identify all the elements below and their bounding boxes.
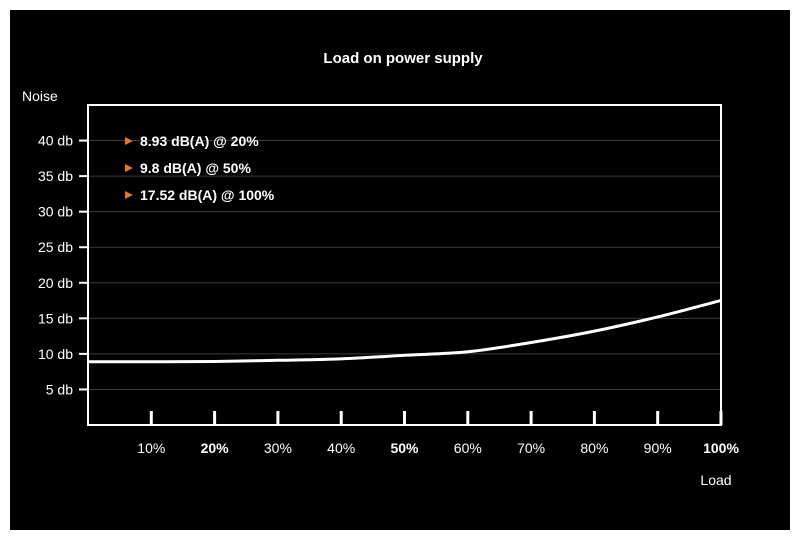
x-tick-label: 100% xyxy=(703,440,739,456)
x-tick-layer: 10% 20% 30% 40% 50% 60% 70% 80% 90% 100% xyxy=(137,411,739,456)
annotation-label: 9.8 dB(A) @ 50% xyxy=(140,160,251,176)
annotation-marker xyxy=(125,137,133,145)
y-tick-label: 40 db xyxy=(38,133,73,149)
y-tick-label: 20 db xyxy=(38,275,73,291)
grid-layer xyxy=(88,140,721,390)
chart-title: Load on power supply xyxy=(323,50,483,67)
y-tick-label: 15 db xyxy=(38,310,73,326)
annotation-marker xyxy=(125,191,133,199)
x-tick-label: 20% xyxy=(201,440,230,456)
annotation-layer: 8.93 dB(A) @ 20% 9.8 dB(A) @ 50% 17.52 dB(… xyxy=(125,133,275,203)
x-tick-label: 10% xyxy=(137,440,165,456)
y-tick-label: 10 db xyxy=(38,346,73,362)
noise-line xyxy=(87,298,722,364)
y-tick-label: 5 db xyxy=(46,381,73,397)
annotation-label: 8.93 dB(A) @ 20% xyxy=(140,133,259,149)
annotation-marker xyxy=(125,164,133,172)
chart-svg: Load on power supply Noise Load 5 db 10 d… xyxy=(22,50,739,488)
y-tick-layer: 5 db 10 db 15 db 20 db 25 db 30 db 35 db 40 db xyxy=(38,133,88,397)
y-tick-label: 30 db xyxy=(38,204,73,220)
chart-panel: Load on power supply Noise Load 5 db 10 d… xyxy=(10,10,790,530)
x-tick-label: 30% xyxy=(264,440,292,456)
plot-frame xyxy=(87,104,722,426)
x-axis-label: Load xyxy=(700,472,731,488)
y-tick-label: 35 db xyxy=(38,168,73,184)
x-tick-label: 40% xyxy=(327,440,355,456)
x-tick-label: 70% xyxy=(517,440,545,456)
annotation-label: 17.52 dB(A) @ 100% xyxy=(140,187,275,203)
x-tick-label: 90% xyxy=(644,440,672,456)
y-tick-label: 25 db xyxy=(38,239,73,255)
x-tick-label: 60% xyxy=(454,440,482,456)
x-tick-label: 50% xyxy=(390,440,419,456)
series-layer xyxy=(87,298,722,364)
x-tick-label: 80% xyxy=(580,440,608,456)
y-axis-label: Noise xyxy=(22,88,58,104)
